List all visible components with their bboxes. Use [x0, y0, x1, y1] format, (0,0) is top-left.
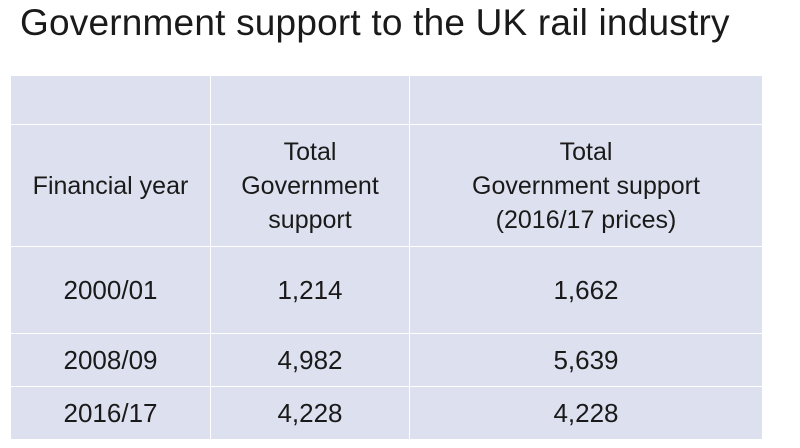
header-line: Government [241, 171, 379, 200]
header-line: support [268, 205, 352, 234]
cell-support-2016-prices: 5,639 [409, 333, 763, 387]
empty-cell [210, 75, 410, 125]
table-header-row: Financial year Total Government support … [10, 124, 763, 247]
cell-support-2016-prices: 4,228 [409, 386, 763, 440]
page-title: Government support to the UK rail indust… [20, 2, 730, 43]
support-table: Financial year Total Government support … [10, 75, 763, 440]
table-spacer-row [10, 75, 763, 125]
cell-year: 2008/09 [10, 333, 211, 387]
header-total-support-2016-prices: Total Government support (2016/17 prices… [409, 124, 763, 247]
table-row: 2008/09 4,982 5,639 [10, 333, 763, 387]
cell-support-2016-prices: 1,662 [409, 246, 763, 334]
cell-year: 2000/01 [10, 246, 211, 334]
empty-cell [409, 75, 763, 125]
header-total-support: Total Government support [210, 124, 410, 247]
support-table-container: Financial year Total Government support … [10, 75, 763, 440]
table-row: 2016/17 4,228 4,228 [10, 386, 763, 440]
header-line: Financial year [32, 171, 189, 200]
empty-cell [10, 75, 211, 125]
cell-support: 4,982 [210, 333, 410, 387]
cell-year: 2016/17 [10, 386, 211, 440]
cell-support: 4,228 [210, 386, 410, 440]
cell-support: 1,214 [210, 246, 410, 334]
header-line: (2016/17 prices) [495, 205, 677, 234]
header-line: Total [559, 137, 613, 166]
header-financial-year: Financial year [10, 124, 211, 247]
table-row: 2000/01 1,214 1,662 [10, 246, 763, 334]
header-line: Total [283, 137, 337, 166]
header-line: Government support [472, 171, 700, 200]
